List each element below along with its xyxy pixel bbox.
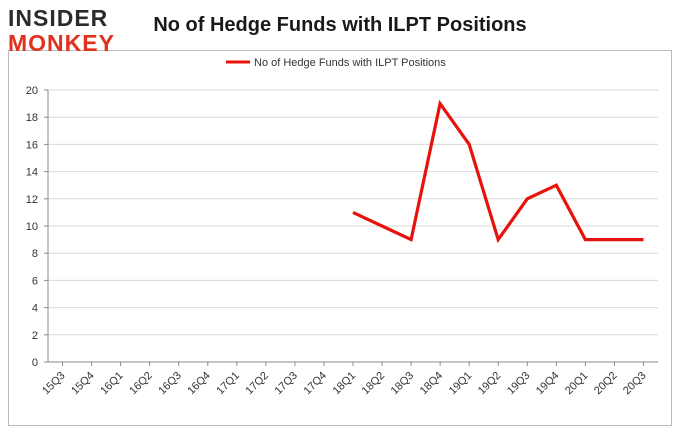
y-tick-label: 14 [26, 167, 38, 179]
legend: No of Hedge Funds with ILPT Positions [226, 57, 446, 69]
y-tick-label: 4 [32, 303, 38, 315]
x-tick-label: 15Q3 [40, 370, 68, 398]
y-tick-labels: 0 2 4 6 8 10 12 14 16 18 20 [26, 85, 38, 369]
x-tick-label: 16Q4 [185, 370, 213, 398]
x-tick-label: 15Q4 [69, 370, 97, 398]
x-tick-label: 16Q2 [127, 370, 155, 398]
logo-text-insider: INSIDER [8, 5, 109, 31]
x-tick-label: 18Q4 [418, 370, 446, 398]
series-lines [352, 99, 644, 244]
y-tick-label: 16 [26, 139, 38, 151]
x-tick-label: 20Q2 [592, 370, 620, 398]
y-tick-label: 0 [32, 357, 38, 369]
y-tick-label: 8 [32, 248, 38, 260]
y-tick-label: 10 [26, 221, 38, 233]
y-tick-label: 6 [32, 275, 38, 287]
y-tick-label: 18 [26, 112, 38, 124]
x-tick-label: 19Q4 [534, 370, 562, 398]
chart-title: No of Hedge Funds with ILPT Positions [153, 14, 527, 36]
x-tick-label: 19Q3 [505, 370, 533, 398]
x-tick-label: 19Q2 [476, 370, 504, 398]
x-tick-label: 17Q1 [214, 370, 242, 398]
legend-label: No of Hedge Funds with ILPT Positions [254, 57, 446, 69]
x-tick-label: 17Q2 [243, 370, 271, 398]
x-tick-label: 20Q1 [563, 370, 591, 398]
x-tick-label: 16Q3 [156, 370, 184, 398]
chart-frame [8, 50, 672, 426]
logo-text-monkey: MONKEY [8, 30, 115, 56]
x-tick-label: 18Q3 [389, 370, 417, 398]
x-tick-label: 17Q3 [273, 370, 301, 398]
x-tick-labels: 15Q3 15Q4 16Q1 16Q2 16Q3 16Q4 17Q1 17Q2 17Q3 17Q4… [40, 370, 648, 398]
axes [44, 89, 658, 366]
x-tick-label: 17Q4 [302, 370, 330, 398]
y-tick-label: 12 [26, 194, 38, 206]
insider-monkey-logo: INSIDER MONKEY [8, 6, 130, 58]
x-tick-label: 20Q3 [621, 370, 649, 398]
x-tick-label: 18Q2 [360, 370, 388, 398]
gridlines [48, 89, 658, 336]
y-tick-label: 2 [32, 330, 38, 342]
y-tick-label: 20 [26, 85, 38, 97]
x-tick-label: 18Q1 [331, 370, 359, 398]
x-tick-label: 19Q1 [447, 370, 475, 398]
x-tick-label: 16Q1 [98, 370, 126, 398]
